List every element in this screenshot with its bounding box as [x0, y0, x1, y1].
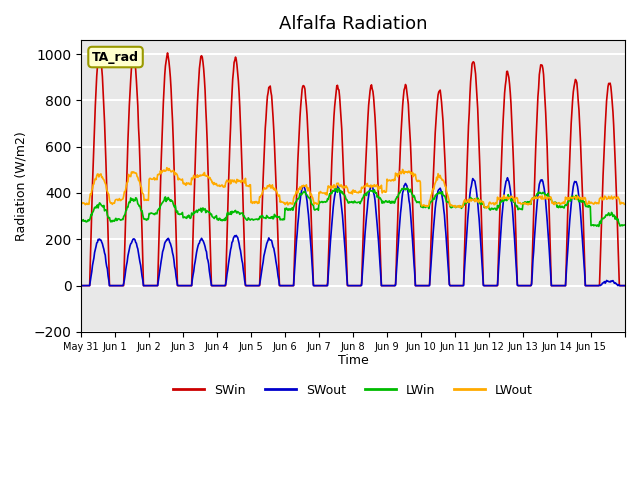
LWin	[399, 185, 407, 191]
SWout	[620, 283, 628, 288]
Title: Alfalfa Radiation: Alfalfa Radiation	[279, 15, 428, 33]
LWout	[620, 202, 628, 207]
LWout	[440, 178, 447, 184]
LWin	[620, 222, 628, 228]
LWout	[77, 201, 85, 206]
SWin	[440, 132, 447, 138]
LWin	[595, 224, 603, 229]
SWin	[77, 283, 85, 288]
Line: LWin: LWin	[81, 188, 624, 227]
SWout	[439, 199, 447, 205]
Line: SWin: SWin	[81, 53, 624, 286]
SWin	[164, 50, 172, 56]
LWout	[289, 201, 297, 207]
SWout	[77, 283, 85, 288]
LWin	[141, 216, 148, 222]
SWout	[409, 238, 417, 244]
SWout	[241, 278, 248, 284]
Y-axis label: Radiation (W/m2): Radiation (W/m2)	[15, 131, 28, 241]
SWin	[620, 283, 628, 288]
LWin	[77, 217, 85, 223]
SWout	[289, 283, 296, 288]
LWin	[440, 193, 447, 199]
SWin	[269, 103, 276, 108]
SWin	[410, 218, 417, 224]
LWout	[269, 182, 276, 188]
Text: TA_rad: TA_rad	[92, 50, 139, 63]
SWout	[141, 283, 148, 288]
LWout	[410, 174, 417, 180]
LWin	[410, 194, 417, 200]
LWout	[483, 205, 490, 211]
SWin	[241, 283, 249, 288]
Legend: SWin, SWout, LWin, LWout: SWin, SWout, LWin, LWout	[168, 379, 538, 402]
X-axis label: Time: Time	[338, 354, 369, 368]
LWout	[163, 165, 171, 170]
SWout	[268, 238, 275, 243]
LWin	[241, 215, 248, 221]
SWin	[289, 283, 297, 288]
SWout	[504, 175, 511, 180]
Line: LWout: LWout	[81, 168, 624, 208]
LWout	[141, 197, 148, 203]
SWin	[141, 283, 148, 288]
LWin	[268, 215, 275, 221]
LWout	[241, 176, 249, 181]
Line: SWout: SWout	[81, 178, 624, 286]
LWin	[289, 205, 296, 211]
